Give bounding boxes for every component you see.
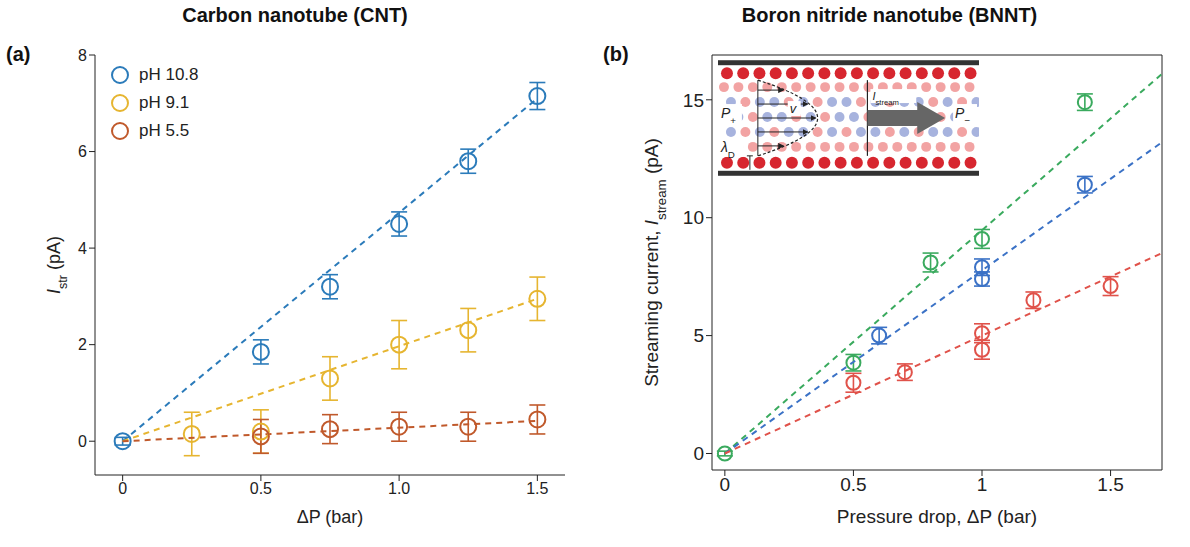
svg-text:2: 2 [78,336,87,353]
svg-text:10: 10 [683,207,704,228]
svg-text:5: 5 [693,325,704,346]
svg-text:6: 6 [78,143,87,160]
svg-text:λD: λD [720,139,735,160]
svg-text:Pressure drop, ΔP (bar): Pressure drop, ΔP (bar) [837,506,1037,527]
svg-text:P+: P+ [721,105,736,126]
svg-text:0.5: 0.5 [250,480,272,497]
svg-text:Istr (pA): Istr (pA) [44,236,70,294]
svg-text:Istream: Istream [872,90,898,106]
svg-text:0: 0 [720,474,731,495]
svg-text:1.5: 1.5 [526,480,548,497]
html-text:pH 9.1: pH 9.1 [139,93,190,112]
svg-text:15: 15 [683,90,704,111]
html-text:Boron nitride nanotube (BNNT): Boron nitride nanotube (BNNT) [741,4,1038,26]
svg-text:4: 4 [78,240,87,257]
svg-text:1: 1 [977,474,988,495]
html-text:(b): (b) [603,43,629,65]
html-text:(a): (a) [6,43,31,65]
svg-text:0.5: 0.5 [840,474,866,495]
svg-text:0: 0 [693,443,704,464]
html-text:pH 5.5: pH 5.5 [139,121,190,140]
svg-text:1.5: 1.5 [1097,474,1123,495]
svg-text:Streaming current, Istream (pA: Streaming current, Istream (pA) [641,138,669,387]
html-text:Carbon nanotube (CNT): Carbon nanotube (CNT) [182,4,408,26]
svg-text:0: 0 [118,480,127,497]
svg-text:ΔP (bar): ΔP (bar) [297,507,364,527]
svg-text:8: 8 [78,47,87,64]
svg-text:v: v [790,101,798,116]
svg-text:P−: P− [955,105,970,126]
svg-text:1.0: 1.0 [388,480,410,497]
svg-text:0: 0 [78,433,87,450]
html-text:pH 10.8: pH 10.8 [139,65,199,84]
